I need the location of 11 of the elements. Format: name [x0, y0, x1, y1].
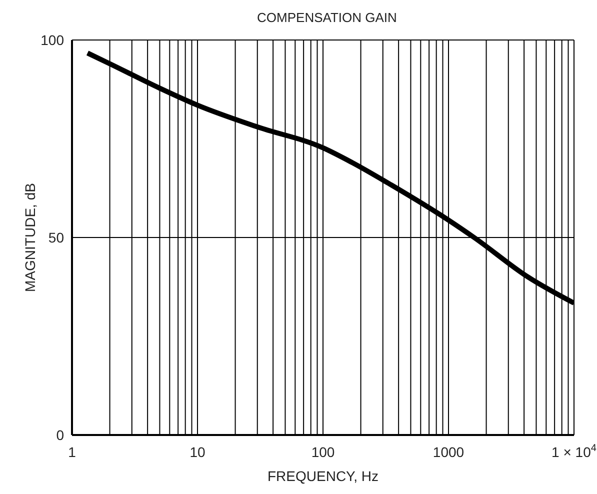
y-tick-label: 100 [40, 32, 64, 48]
y-tick-label: 50 [48, 230, 64, 246]
x-tick-label: 1000 [432, 444, 464, 460]
x-tick-label: 100 [311, 444, 335, 460]
x-tick-label: 1 [68, 444, 76, 460]
x-tick-label: 10 [190, 444, 206, 460]
y-axis-title: MAGNITUDE, dB [22, 183, 38, 292]
chart-title: COMPENSATION GAIN [256, 10, 398, 25]
y-tick-label: 0 [56, 427, 64, 443]
x-axis-title: FREQUENCY, Hz [268, 468, 378, 484]
x-tick-label: 1 × 10$^{4}$ [552, 443, 597, 460]
